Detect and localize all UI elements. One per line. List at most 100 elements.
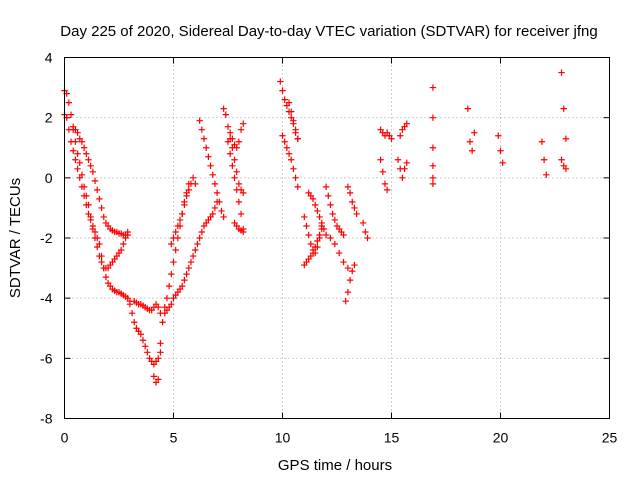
- data-point: [543, 171, 550, 179]
- series-arc-af: [538, 138, 550, 179]
- data-point: [558, 156, 565, 163]
- data-point: [226, 150, 234, 157]
- data-point: [329, 210, 336, 218]
- data-point: [102, 273, 110, 281]
- data-point: [157, 349, 164, 356]
- plot-frame: [64, 57, 610, 419]
- data-point: [83, 150, 90, 157]
- data-point: [344, 183, 352, 191]
- data-point: [233, 168, 240, 176]
- data-point: [331, 216, 339, 224]
- data-point: [211, 204, 219, 212]
- data-point: [155, 355, 162, 362]
- data-point: [314, 207, 321, 215]
- series-arc-ab: [397, 120, 410, 139]
- data-point: [349, 198, 356, 206]
- data-point: [94, 243, 101, 251]
- data-point: [325, 192, 332, 200]
- data-point: [78, 171, 86, 179]
- data-point: [281, 138, 288, 145]
- data-point: [403, 159, 410, 166]
- x-tick-label: 25: [602, 430, 618, 446]
- data-point: [309, 195, 317, 203]
- data-point: [353, 210, 360, 218]
- series-arc-v: [342, 261, 358, 305]
- data-point: [468, 147, 476, 154]
- series-arc-y: [377, 126, 395, 142]
- data-point: [76, 159, 83, 166]
- data-point: [141, 343, 149, 350]
- y-tick-label: 4: [45, 50, 53, 66]
- data-point: [198, 228, 206, 236]
- data-point: [377, 156, 384, 163]
- series-arc-ah: [558, 156, 570, 173]
- data-point: [218, 207, 225, 215]
- data-point: [403, 120, 410, 127]
- data-point: [231, 156, 238, 163]
- data-point: [277, 78, 284, 85]
- data-point: [196, 117, 203, 124]
- data-point: [229, 135, 236, 142]
- data-point: [80, 144, 88, 151]
- series-arc-w: [344, 183, 360, 218]
- data-point: [85, 156, 92, 163]
- data-point: [183, 192, 190, 200]
- series-arc-j: [220, 105, 247, 197]
- data-point: [192, 180, 199, 188]
- data-point: [401, 165, 408, 173]
- data-point: [172, 228, 179, 236]
- data-point: [181, 276, 188, 284]
- x-tick-label: 10: [275, 430, 291, 446]
- data-point: [327, 201, 334, 209]
- series-arc-x: [359, 219, 371, 242]
- series-arc-m: [231, 219, 247, 236]
- data-point: [67, 111, 75, 118]
- data-point: [331, 240, 339, 248]
- data-point: [172, 246, 179, 254]
- series-arc-t: [322, 183, 347, 239]
- data-point: [429, 114, 437, 121]
- data-point: [226, 129, 234, 136]
- y-tick-label: -8: [40, 411, 53, 427]
- data-point: [292, 174, 299, 182]
- data-point: [91, 177, 99, 185]
- data-point: [89, 225, 97, 233]
- data-point: [388, 135, 395, 142]
- data-point: [98, 204, 105, 212]
- data-point: [429, 144, 437, 151]
- data-point: [279, 132, 286, 139]
- data-point: [179, 282, 186, 290]
- data-point: [98, 258, 105, 266]
- data-point: [240, 189, 247, 197]
- data-point: [220, 213, 227, 221]
- data-point: [340, 258, 347, 266]
- series-arc-n: [277, 78, 301, 142]
- data-point: [170, 258, 177, 266]
- data-point: [285, 99, 293, 106]
- x-axis-label: GPS time / hours: [278, 457, 392, 474]
- data-point: [168, 300, 175, 308]
- data-point: [231, 174, 238, 182]
- series-arc-g: [161, 198, 221, 317]
- data-point: [312, 201, 319, 209]
- data-point: [464, 105, 471, 112]
- data-point: [163, 294, 171, 302]
- data-point: [346, 189, 354, 197]
- data-point: [351, 261, 358, 269]
- data-point: [290, 117, 297, 124]
- data-point: [189, 252, 197, 260]
- data-point: [560, 105, 567, 112]
- y-tick-label: -4: [40, 290, 53, 306]
- data-point: [94, 186, 101, 194]
- data-point: [224, 123, 232, 130]
- data-point: [85, 201, 92, 209]
- data-point: [351, 204, 358, 212]
- series-arc-ae: [495, 132, 506, 166]
- data-point: [117, 246, 125, 254]
- series-arc-b: [61, 87, 131, 272]
- data-point: [381, 180, 389, 188]
- x-tick-label: 5: [170, 430, 178, 446]
- data-point: [558, 69, 565, 76]
- data-point: [222, 111, 230, 118]
- data-point: [80, 183, 88, 191]
